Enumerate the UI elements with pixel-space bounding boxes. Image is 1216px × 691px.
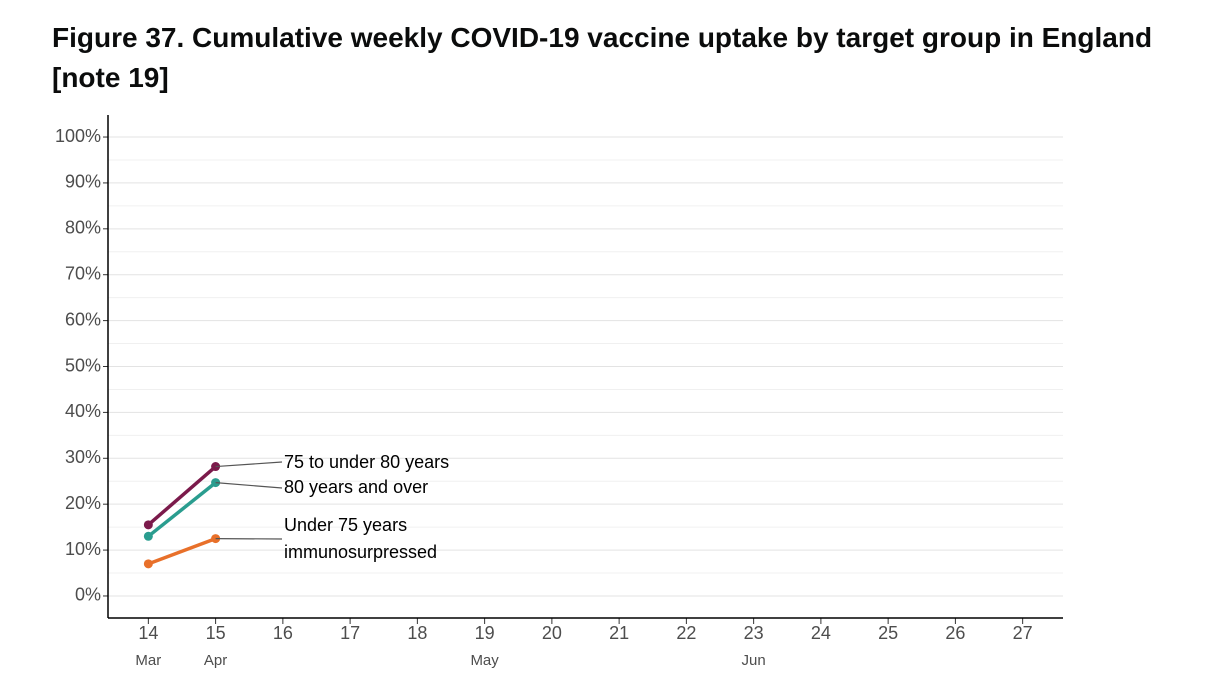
chart-title: Figure 37. Cumulative weekly COVID-19 va… xyxy=(52,22,1153,93)
y-tick-label: 60% xyxy=(65,309,101,329)
y-tick-label: 20% xyxy=(65,493,101,513)
x-tick-label: 15 xyxy=(206,623,226,643)
series-label: 80 years and over xyxy=(284,477,429,497)
series-point xyxy=(143,531,153,541)
y-tick-label: 90% xyxy=(65,172,101,192)
y-tick-label: 30% xyxy=(65,447,101,467)
series-label: 75 to under 80 years xyxy=(284,452,450,472)
y-tick-label: 80% xyxy=(65,218,101,238)
x-tick-label: 21 xyxy=(609,623,629,643)
month-label: Jun xyxy=(742,652,766,669)
y-tick-label: 0% xyxy=(75,585,101,605)
series-line xyxy=(147,481,217,538)
y-tick-label: 100% xyxy=(55,126,101,146)
series-line xyxy=(147,536,217,566)
y-tick-label: 50% xyxy=(65,355,101,375)
series-point xyxy=(143,559,153,569)
x-tick-label: 22 xyxy=(676,623,696,643)
x-tick-label: 27 xyxy=(1013,623,1033,643)
x-tick-label: 19 xyxy=(475,623,495,643)
series-label: Under 75 years immunosurpressed xyxy=(284,515,438,562)
x-tick-label: 25 xyxy=(878,623,898,643)
y-tick-label: 70% xyxy=(65,263,101,283)
y-tick-label: 10% xyxy=(65,539,101,559)
label-leader xyxy=(215,461,283,468)
x-tick-label: 24 xyxy=(811,623,831,643)
x-tick-label: 23 xyxy=(744,623,764,643)
series-line xyxy=(147,465,217,527)
x-tick-label: 20 xyxy=(542,623,562,643)
label-leader xyxy=(215,482,283,489)
x-tick-label: 26 xyxy=(945,623,965,643)
series-point xyxy=(143,520,153,530)
month-label: Mar xyxy=(135,652,161,669)
month-label: May xyxy=(470,652,499,669)
x-tick-label: 14 xyxy=(138,623,158,643)
x-tick-label: 17 xyxy=(340,623,360,643)
x-tick-label: 18 xyxy=(407,623,427,643)
month-label: Apr xyxy=(204,652,227,669)
x-tick-label: 16 xyxy=(273,623,293,643)
y-tick-label: 40% xyxy=(65,401,101,421)
